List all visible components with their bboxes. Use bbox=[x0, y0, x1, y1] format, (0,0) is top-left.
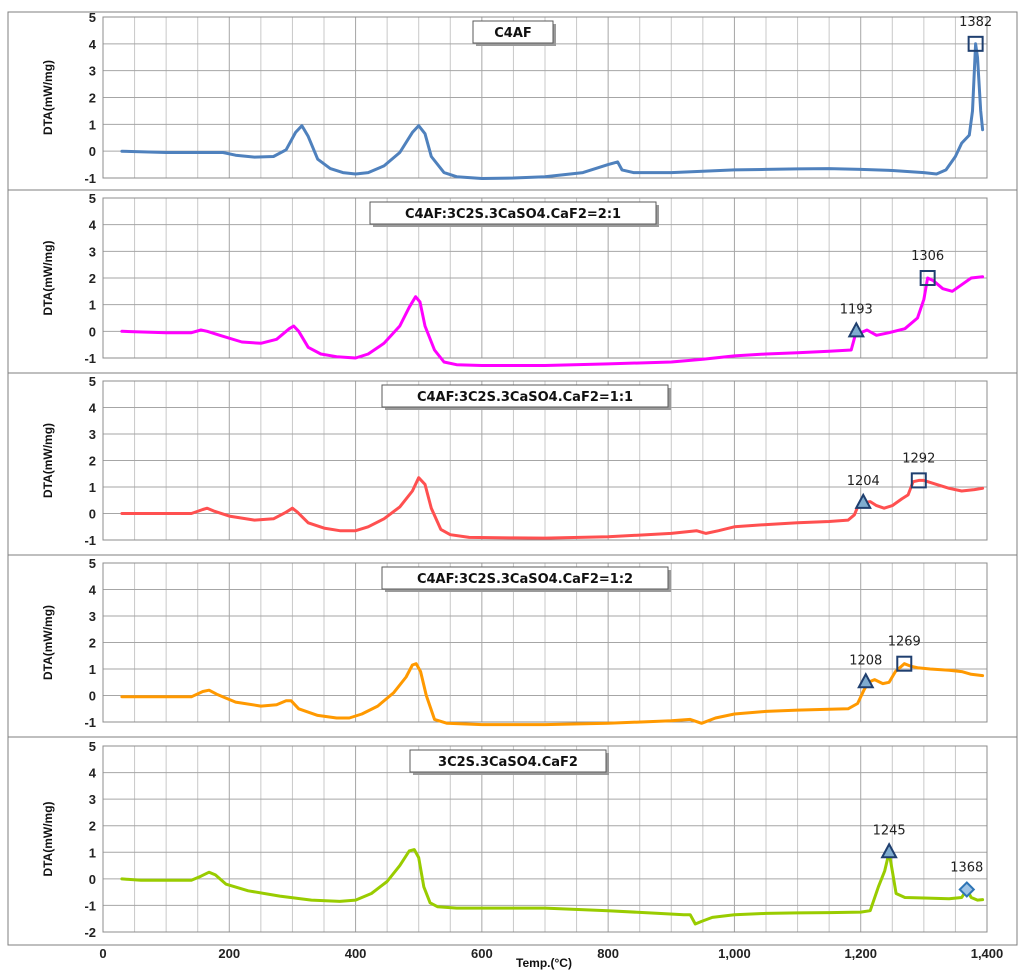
x-tick-label: 400 bbox=[345, 946, 367, 961]
peak-label: 1382 bbox=[959, 15, 992, 30]
series-line bbox=[120, 848, 985, 926]
y-tick-label: 2 bbox=[89, 454, 96, 469]
y-axis-label: DTA(mW/mg) bbox=[41, 801, 55, 876]
peak-label: 1193 bbox=[840, 302, 873, 317]
y-tick-label: 2 bbox=[89, 271, 96, 286]
x-tick-label: 600 bbox=[471, 946, 493, 961]
y-tick-label: 1 bbox=[89, 298, 96, 313]
triangle-marker bbox=[880, 842, 898, 859]
panel-title: C4AF:3C2S.3CaSO4.CaF2=2:1 bbox=[405, 207, 621, 222]
peak-label: 1306 bbox=[911, 249, 944, 264]
square-marker bbox=[896, 655, 913, 672]
peak-label: 1292 bbox=[902, 451, 935, 466]
y-tick-label: 1 bbox=[89, 480, 96, 495]
peak-label: 1368 bbox=[950, 860, 983, 875]
y-tick-label: 4 bbox=[89, 766, 97, 781]
y-tick-label: 3 bbox=[89, 64, 96, 79]
square-marker bbox=[919, 270, 936, 286]
x-tick-label: 1,000 bbox=[718, 946, 751, 961]
y-tick-label: 1 bbox=[89, 845, 96, 860]
title-box bbox=[381, 384, 669, 408]
title-box bbox=[472, 20, 554, 44]
y-tick-label: 0 bbox=[89, 872, 96, 887]
plot-area bbox=[102, 745, 988, 933]
plot-area bbox=[102, 197, 988, 359]
plot-area bbox=[102, 562, 988, 723]
y-tick-label: 5 bbox=[89, 191, 96, 206]
y-tick-label: 5 bbox=[89, 739, 96, 754]
y-axis-label: DTA(mW/mg) bbox=[41, 60, 55, 135]
y-tick-label: -1 bbox=[84, 171, 96, 186]
x-tick-label: 200 bbox=[218, 946, 240, 961]
y-tick-label: 4 bbox=[89, 218, 97, 233]
series-line bbox=[120, 42, 985, 180]
y-tick-label: 3 bbox=[89, 427, 96, 442]
title-box bbox=[409, 749, 607, 773]
y-axis-label: DTA(mW/mg) bbox=[41, 423, 55, 498]
y-axis-label: DTA(mW/mg) bbox=[41, 605, 55, 680]
y-tick-label: 2 bbox=[89, 91, 96, 106]
y-tick-label: 4 bbox=[89, 37, 97, 52]
peak-label: 1208 bbox=[849, 653, 882, 668]
panel-title: C4AF:3C2S.3CaSO4.CaF2=1:2 bbox=[417, 572, 633, 587]
y-tick-label: 2 bbox=[89, 636, 96, 651]
panel-title: C4AF:3C2S.3CaSO4.CaF2=1:1 bbox=[417, 390, 633, 405]
x-tick-label: 1,200 bbox=[844, 946, 877, 961]
y-tick-label: -1 bbox=[84, 715, 96, 730]
peak-label: 1269 bbox=[888, 635, 921, 650]
panel-title: 3C2S.3CaSO4.CaF2 bbox=[438, 755, 578, 770]
square-marker bbox=[967, 35, 984, 52]
y-tick-label: 0 bbox=[89, 689, 96, 704]
y-tick-label: 0 bbox=[89, 507, 96, 522]
series-line bbox=[120, 275, 985, 367]
triangle-marker bbox=[857, 672, 875, 689]
y-tick-label: 1 bbox=[89, 117, 96, 132]
y-tick-label: -1 bbox=[84, 351, 96, 366]
plot-area bbox=[102, 380, 988, 541]
x-tick-label: 800 bbox=[597, 946, 619, 961]
y-tick-label: -1 bbox=[84, 898, 96, 913]
diamond-marker bbox=[958, 881, 976, 898]
x-axis-label: Temp.(°C) bbox=[516, 956, 572, 970]
series-line bbox=[120, 476, 985, 540]
y-tick-label: 5 bbox=[89, 10, 96, 25]
panel-title: C4AF bbox=[494, 26, 532, 41]
y-tick-label: 4 bbox=[89, 401, 97, 416]
triangle-marker bbox=[854, 492, 872, 509]
series-line bbox=[120, 662, 985, 727]
square-marker bbox=[910, 472, 927, 489]
y-tick-label: 1 bbox=[89, 662, 96, 677]
triangle-marker bbox=[847, 321, 865, 338]
title-box bbox=[369, 201, 657, 225]
x-tick-label: 1,400 bbox=[971, 946, 1004, 961]
y-tick-label: 4 bbox=[89, 583, 97, 598]
y-tick-label: 5 bbox=[89, 556, 96, 571]
y-tick-label: 2 bbox=[89, 819, 96, 834]
peak-label: 1245 bbox=[873, 823, 906, 838]
y-tick-label: -2 bbox=[84, 925, 96, 940]
y-tick-label: 0 bbox=[89, 144, 96, 159]
y-tick-label: 3 bbox=[89, 609, 96, 624]
y-tick-label: 3 bbox=[89, 792, 96, 807]
y-tick-label: 0 bbox=[89, 324, 96, 339]
x-tick-label: 0 bbox=[99, 946, 106, 961]
y-tick-label: 5 bbox=[89, 374, 96, 389]
y-tick-label: -1 bbox=[84, 533, 96, 548]
title-box bbox=[381, 566, 669, 590]
y-axis-label: DTA(mW/mg) bbox=[41, 240, 55, 315]
peak-label: 1204 bbox=[847, 474, 880, 489]
y-tick-label: 3 bbox=[89, 244, 96, 259]
